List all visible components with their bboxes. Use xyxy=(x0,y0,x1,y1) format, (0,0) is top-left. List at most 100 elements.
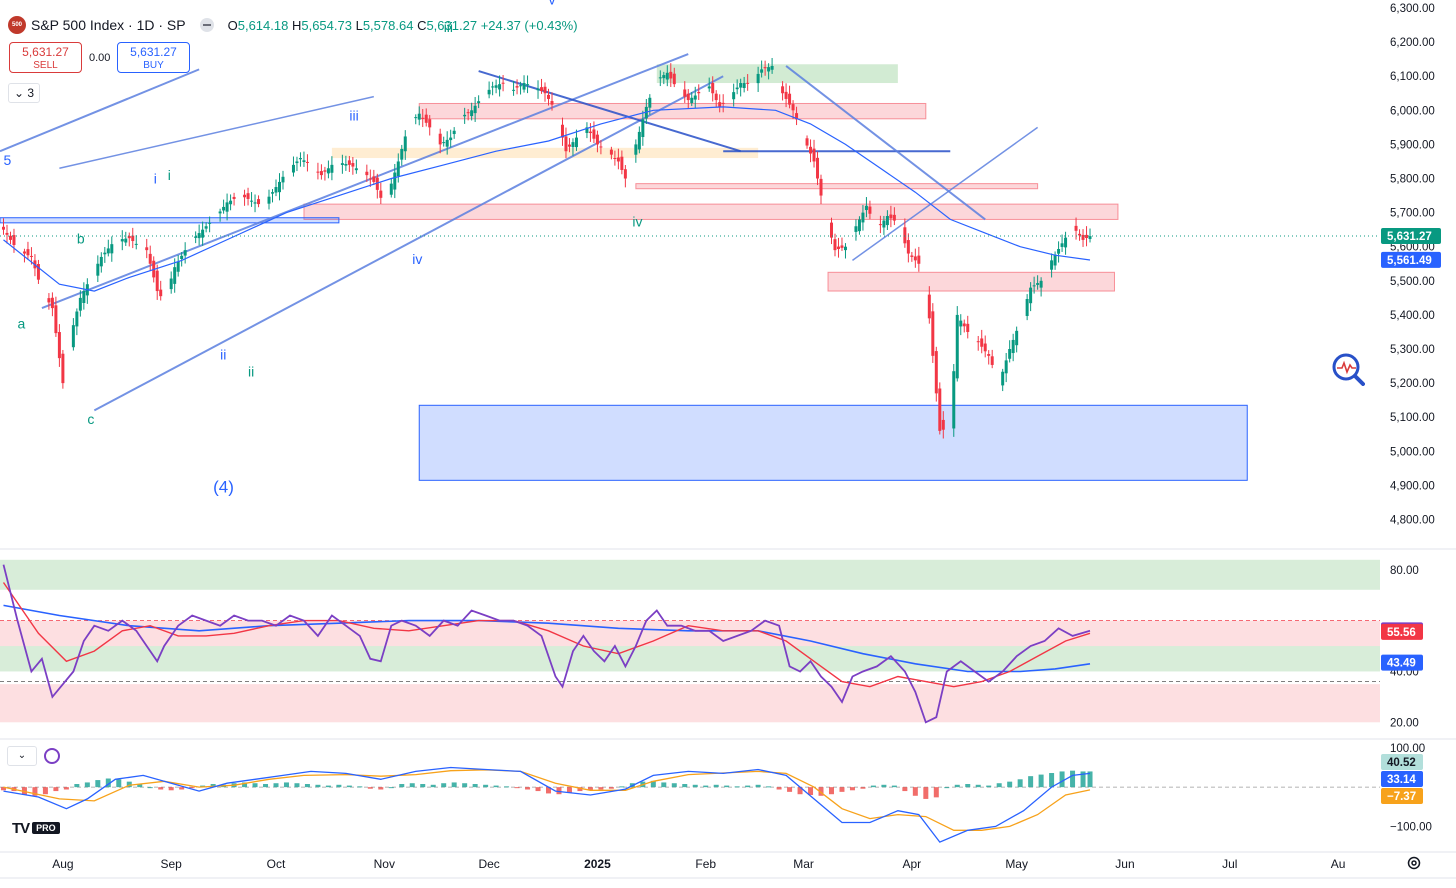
macd-histogram-bar xyxy=(849,787,855,791)
macd-histogram-bar xyxy=(357,786,363,788)
candle-body xyxy=(274,187,278,193)
candle-body xyxy=(878,224,882,226)
candle-body xyxy=(54,305,58,334)
price-tick-label: 5,100.00 xyxy=(1390,412,1435,424)
symbol-logo[interactable]: 500 xyxy=(8,16,26,34)
wave-label: iv xyxy=(632,213,642,229)
zoom-analyze-icon[interactable] xyxy=(1331,352,1365,386)
sell-label: SELL xyxy=(33,60,58,71)
macd-histogram-bar xyxy=(32,787,38,796)
candle-body xyxy=(767,67,771,72)
buy-button[interactable]: 5,631.27 BUY xyxy=(117,42,190,73)
macd-histogram-bar xyxy=(755,784,761,788)
candle-body xyxy=(291,164,295,173)
candle-body xyxy=(414,117,418,119)
indicators-collapse-button[interactable]: ⌄ 3 xyxy=(8,83,40,103)
macd-histogram-bar xyxy=(954,784,960,788)
time-tick-label: Oct xyxy=(267,857,286,871)
buy-label: BUY xyxy=(143,60,164,71)
candle-body xyxy=(693,95,697,100)
rsi-mid-zone xyxy=(0,646,1380,672)
price-axis[interactable]: 4,800.00 4,900.00 5,000.00 5,100.00 5,200.00… xyxy=(1381,3,1441,833)
candle-body xyxy=(1015,330,1019,346)
candle-body xyxy=(477,101,481,104)
candle-body xyxy=(326,168,330,174)
candle-body xyxy=(854,226,858,232)
macd-histogram-bar xyxy=(671,783,677,788)
macd-histogram-bar xyxy=(1070,770,1076,788)
macd-histogram-bar xyxy=(346,785,352,788)
macd-histogram-bar xyxy=(147,787,153,789)
candle-body xyxy=(840,245,844,248)
macd-histogram-bar xyxy=(787,787,793,792)
candle-body xyxy=(613,158,617,160)
zone-blue xyxy=(418,404,1248,481)
rsi-badge-label: 43.49 xyxy=(1387,658,1416,670)
macd-histogram-bar xyxy=(388,787,394,789)
candle-body xyxy=(295,161,299,164)
candle-body xyxy=(882,220,886,228)
macd-histogram-bar xyxy=(304,784,310,788)
candle-body xyxy=(686,93,690,101)
price-tick-label: 5,800.00 xyxy=(1390,174,1435,186)
macd-histogram-bar xyxy=(1007,781,1013,788)
sell-button[interactable]: 5,631.27 SELL xyxy=(9,42,82,73)
candle-body xyxy=(816,157,820,179)
macd-histogram-bar xyxy=(1038,774,1044,788)
macd-histogram-bar xyxy=(399,784,405,788)
macd-badge xyxy=(1381,754,1423,770)
macd-histogram-bar xyxy=(703,785,709,788)
macd-histogram-bar xyxy=(891,785,897,788)
macd-histogram-bar xyxy=(535,787,541,792)
moving-average-line xyxy=(3,106,1091,292)
candle-body xyxy=(124,238,128,243)
candle-body xyxy=(253,202,257,204)
wave-label: b xyxy=(77,230,85,246)
symbol-title[interactable]: S&P 500 Index · 1D · SP xyxy=(31,17,186,33)
macd-histogram-bar xyxy=(1059,771,1065,788)
macd-histogram-bar xyxy=(210,784,216,788)
macd-histogram-bar xyxy=(420,784,426,788)
candle-body xyxy=(697,91,701,94)
candle-body xyxy=(26,249,30,256)
macd-badge xyxy=(1381,771,1423,787)
trend-line xyxy=(852,126,1039,261)
candle-body xyxy=(983,343,987,352)
pane-collapse-button[interactable]: ⌄ xyxy=(7,746,37,766)
candle-body xyxy=(721,102,725,104)
time-tick-label: Nov xyxy=(374,857,395,871)
trend-line xyxy=(0,68,200,153)
macd-histogram-bar xyxy=(797,787,803,795)
refresh-icon[interactable] xyxy=(44,748,60,764)
candle-body xyxy=(1078,233,1082,236)
trend-line xyxy=(41,53,689,310)
rsi-pane[interactable] xyxy=(0,559,1380,724)
time-axis[interactable]: Aug Sep Oct Nov Dec 2025 Feb Mar Apr May Jun Jul Au xyxy=(52,857,1345,871)
macd-histogram-bar xyxy=(692,784,698,788)
candle-body xyxy=(1011,339,1015,354)
gear-icon[interactable] xyxy=(1406,855,1422,871)
candle-body xyxy=(246,193,250,199)
candle-body xyxy=(351,163,355,167)
candle-body xyxy=(452,130,456,135)
hide-icon[interactable] xyxy=(199,18,214,32)
candle-body xyxy=(442,142,446,144)
candle-body xyxy=(536,88,540,91)
tradingview-logo[interactable]: TV PRO xyxy=(12,820,60,837)
price-tick-label: 4,800.00 xyxy=(1390,515,1435,527)
candle-body xyxy=(1039,280,1043,288)
price-badge xyxy=(1381,251,1441,268)
macd-pane[interactable] xyxy=(0,766,1380,843)
rsi-badge xyxy=(1381,654,1423,671)
wave-label: i xyxy=(168,167,171,183)
macd-histogram-bar xyxy=(0,787,6,791)
candle-body xyxy=(990,356,994,365)
candle-body xyxy=(197,233,201,239)
candle-body xyxy=(917,255,921,264)
candle-body xyxy=(204,226,208,229)
candle-body xyxy=(927,294,931,319)
macd-tick-label: −100.00 xyxy=(1390,821,1432,833)
candle-body xyxy=(512,89,516,91)
